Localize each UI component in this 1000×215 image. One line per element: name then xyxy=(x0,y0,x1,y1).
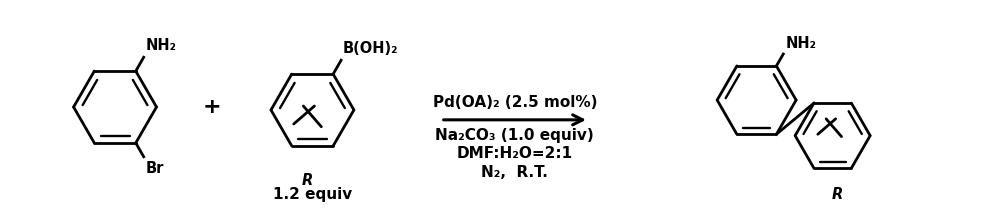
Text: NH₂: NH₂ xyxy=(146,38,177,53)
Text: R: R xyxy=(832,187,843,202)
Text: 1.2 equiv: 1.2 equiv xyxy=(273,187,352,202)
Text: Na₂CO₃ (1.0 equiv): Na₂CO₃ (1.0 equiv) xyxy=(435,128,594,143)
Text: R: R xyxy=(302,173,313,188)
Text: Pd(OA)₂ (2.5 mol%): Pd(OA)₂ (2.5 mol%) xyxy=(433,95,597,110)
Text: DMF:H₂O=2:1: DMF:H₂O=2:1 xyxy=(457,146,573,161)
Text: N₂,  R.T.: N₂, R.T. xyxy=(481,165,548,180)
Text: NH₂: NH₂ xyxy=(785,36,816,51)
Text: B(OH)₂: B(OH)₂ xyxy=(343,41,399,56)
Text: +: + xyxy=(202,97,221,117)
Text: Br: Br xyxy=(146,161,164,176)
